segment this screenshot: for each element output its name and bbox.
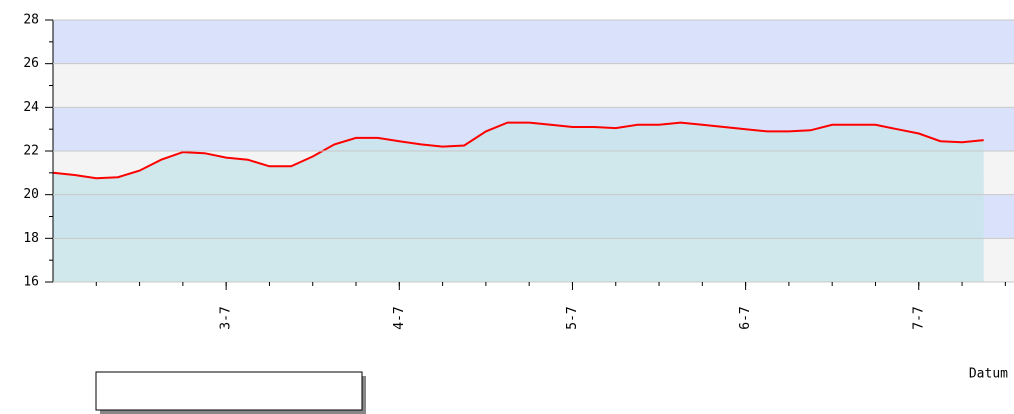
x-tick-label: 5-7 (565, 306, 580, 329)
x-tick-label: 7-7 (911, 306, 926, 329)
y-tick-label: 22 (23, 144, 39, 159)
area (53, 122, 984, 282)
line (52, 121, 984, 180)
y-tick-label: 28 (23, 13, 39, 28)
band (53, 20, 1014, 64)
x-tick-label: 6-7 (738, 306, 753, 329)
plot: 161820222426283-74-75-76-77-7Watertemper… (23, 13, 1014, 399)
band (53, 63, 1014, 108)
y-tick-label: 24 (23, 100, 39, 115)
x-tick-label: 3-7 (219, 306, 234, 329)
y-tick-label: 20 (23, 187, 39, 202)
y-tick-label: 26 (23, 56, 39, 71)
legend (95, 371, 363, 411)
y-tick-label: 18 (23, 231, 39, 246)
x-tick-label: 4-7 (392, 306, 407, 329)
y-tick-label: 16 (23, 275, 39, 290)
x-axis-label: Datum (969, 367, 1008, 382)
